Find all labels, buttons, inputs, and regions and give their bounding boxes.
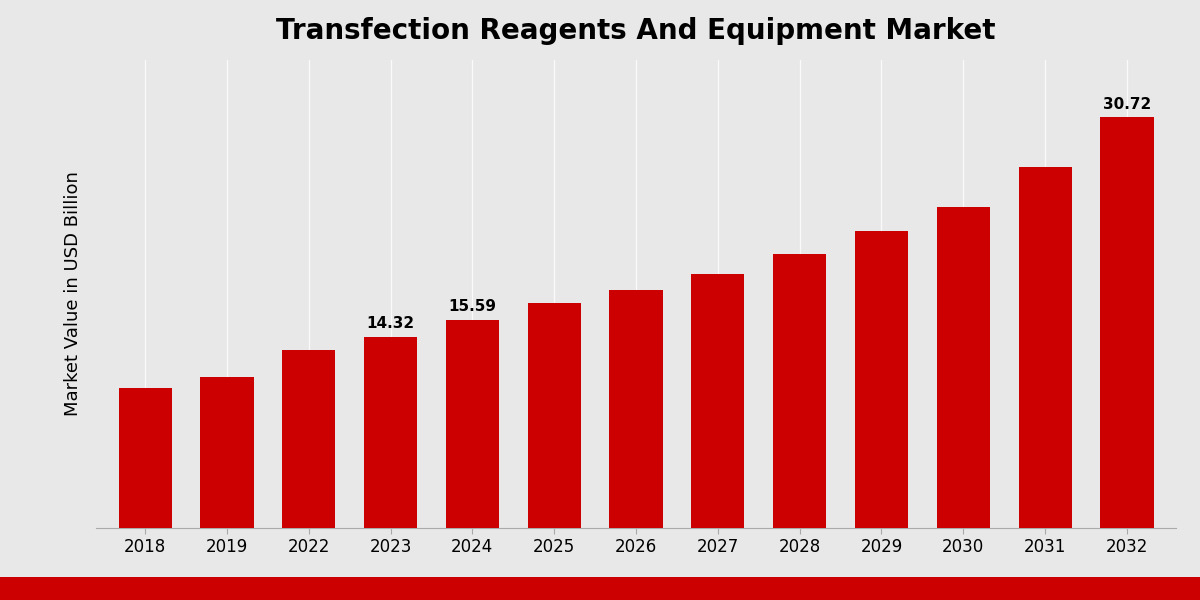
Bar bbox=[364, 337, 418, 528]
Bar bbox=[773, 254, 827, 528]
Bar bbox=[200, 377, 253, 528]
Bar bbox=[282, 350, 335, 528]
Bar bbox=[937, 207, 990, 528]
Y-axis label: Market Value in USD Billion: Market Value in USD Billion bbox=[64, 172, 82, 416]
Text: 14.32: 14.32 bbox=[366, 316, 415, 331]
Bar bbox=[528, 304, 581, 528]
Bar bbox=[1019, 167, 1072, 528]
Bar bbox=[445, 320, 499, 528]
Bar bbox=[691, 274, 744, 528]
Bar bbox=[854, 231, 908, 528]
Text: 30.72: 30.72 bbox=[1103, 97, 1151, 112]
Title: Transfection Reagents And Equipment Market: Transfection Reagents And Equipment Mark… bbox=[276, 17, 996, 45]
Text: 15.59: 15.59 bbox=[449, 299, 497, 314]
Bar bbox=[119, 388, 172, 528]
Bar bbox=[1100, 117, 1153, 528]
Bar bbox=[610, 290, 662, 528]
